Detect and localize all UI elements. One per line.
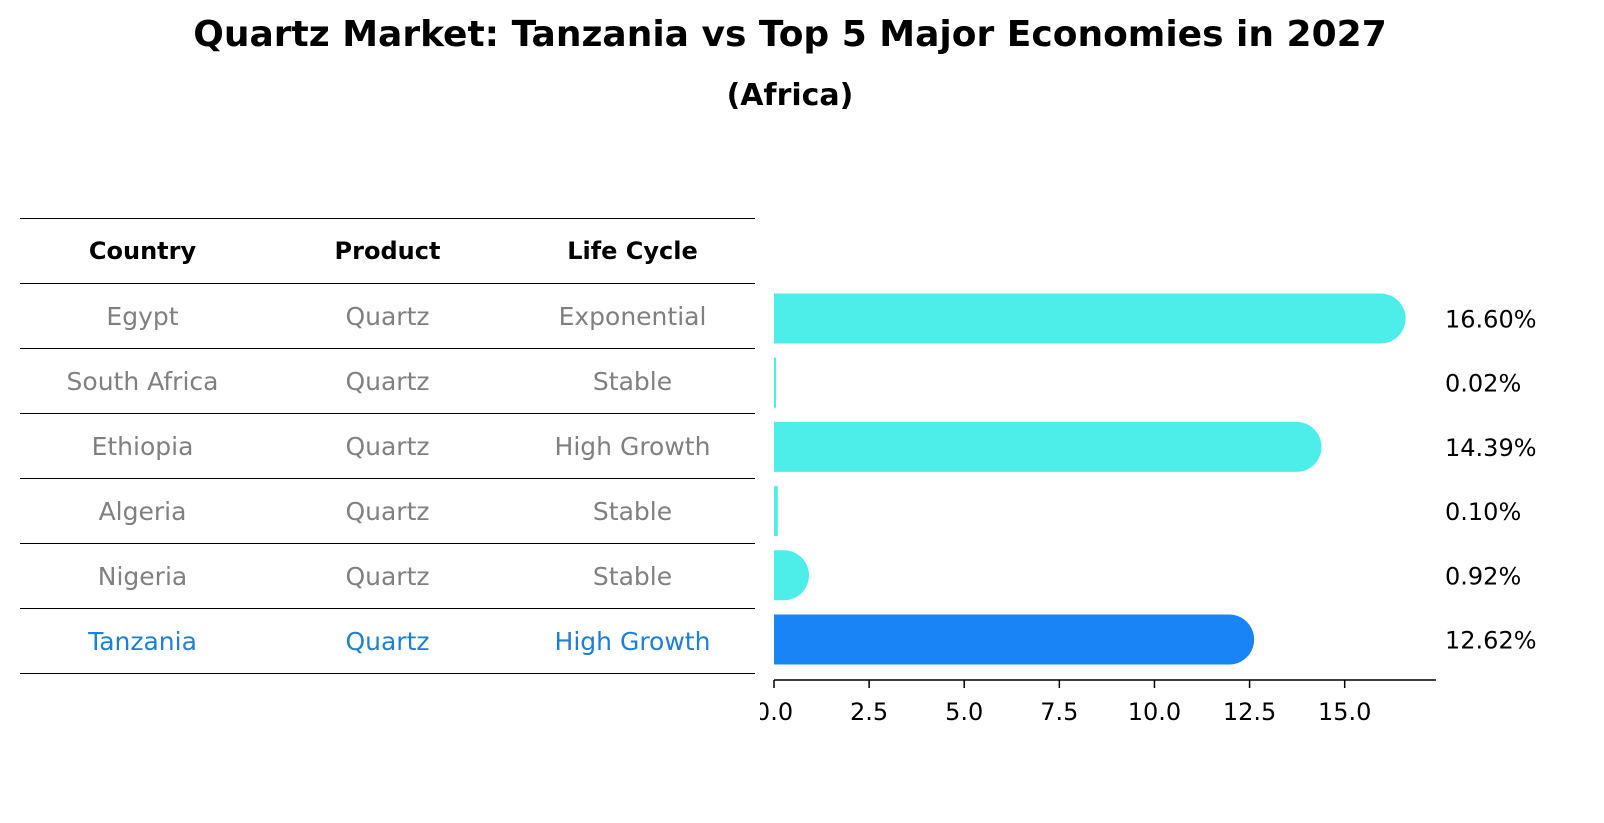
table-row: Egypt Quartz Exponential	[20, 283, 755, 349]
x-tick-label: 0.0	[760, 698, 793, 726]
x-tick-label: 12.5	[1223, 698, 1276, 726]
life-cycle-cell: Stable	[510, 348, 755, 414]
life-cycle-cell: Stable	[510, 478, 755, 544]
value-label: 0.92%	[1445, 562, 1521, 590]
value-label: 0.10%	[1445, 498, 1521, 526]
value-label: 16.60%	[1445, 306, 1537, 334]
value-label: 14.39%	[1445, 434, 1537, 462]
table-row: Ethiopia Quartz High Growth	[20, 413, 755, 479]
table-row-highlighted: Tanzania Quartz High Growth	[20, 608, 755, 674]
chart-title: Quartz Market: Tanzania vs Top 5 Major E…	[193, 14, 1387, 55]
country-cell: Egypt	[20, 283, 265, 349]
x-tick-label: 15.0	[1318, 698, 1371, 726]
chart-subtitle: (Africa)	[726, 78, 854, 113]
country-cell: Nigeria	[20, 543, 265, 609]
bar-ethiopia	[774, 421, 1322, 472]
value-labels-group: 16.60% 0.02% 14.39% 0.10% 0.92% 12.62%	[1445, 306, 1537, 655]
bar-south-africa	[774, 357, 776, 408]
x-tick-label: 2.5	[850, 698, 888, 726]
bar-egypt	[774, 293, 1406, 344]
bars-group	[774, 293, 1406, 665]
column-header-country: Country	[20, 218, 265, 284]
product-cell: Quartz	[265, 348, 510, 414]
product-cell: Quartz	[265, 608, 510, 674]
x-tick-label: 10.0	[1128, 698, 1181, 726]
product-cell: Quartz	[265, 478, 510, 544]
life-cycle-cell: High Growth	[510, 608, 755, 674]
bar-nigeria	[774, 550, 810, 601]
life-cycle-cell: High Growth	[510, 413, 755, 479]
x-tick-label: 7.5	[1040, 698, 1078, 726]
table-row: South Africa Quartz Stable	[20, 348, 755, 414]
life-cycle-table: Country Product Life Cycle Egypt Quartz …	[20, 218, 755, 674]
bar-tanzania	[774, 614, 1255, 665]
country-cell: Tanzania	[20, 608, 265, 674]
column-header-product: Product	[265, 218, 510, 284]
bar-chart: 16.60% 0.02% 14.39% 0.10% 0.92% 12.62% 0.0 2.5…	[760, 293, 1537, 726]
table-header-row: Country Product Life Cycle	[20, 218, 755, 284]
x-tick-label: 5.0	[945, 698, 983, 726]
table-row: Nigeria Quartz Stable	[20, 543, 755, 609]
life-cycle-cell: Exponential	[510, 283, 755, 349]
country-cell: Algeria	[20, 478, 265, 544]
value-label: 0.02%	[1445, 370, 1521, 398]
bar-algeria	[774, 486, 778, 537]
product-cell: Quartz	[265, 543, 510, 609]
x-axis: 0.0 2.5 5.0 7.5 10.0 12.5 15.0	[760, 679, 1436, 726]
life-cycle-cell: Stable	[510, 543, 755, 609]
country-cell: South Africa	[20, 348, 265, 414]
value-label: 12.62%	[1445, 627, 1537, 655]
table-row: Algeria Quartz Stable	[20, 478, 755, 544]
country-cell: Ethiopia	[20, 413, 265, 479]
product-cell: Quartz	[265, 413, 510, 479]
column-header-life-cycle: Life Cycle	[510, 218, 755, 284]
product-cell: Quartz	[265, 283, 510, 349]
